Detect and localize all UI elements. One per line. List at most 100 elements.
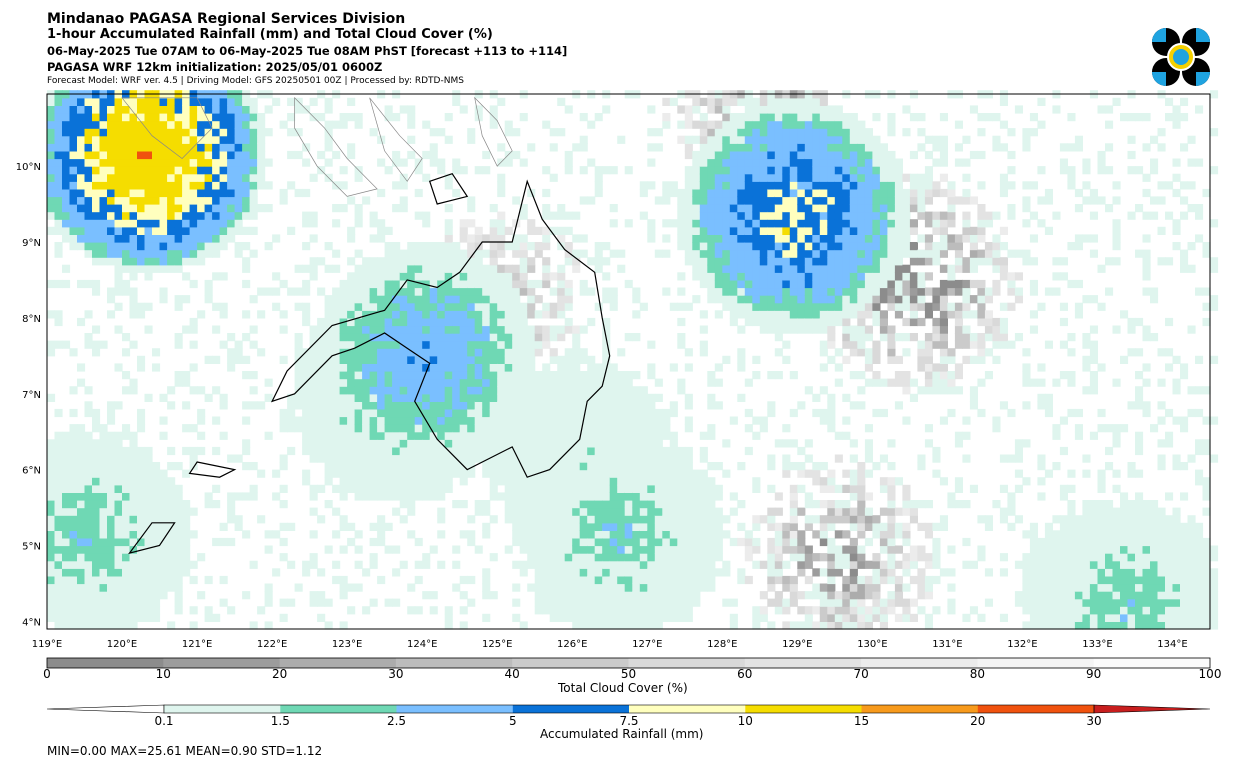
grid-cell: [302, 401, 311, 410]
grid-cell: [77, 135, 86, 144]
grid-cell: [219, 522, 228, 531]
grid-cell: [827, 606, 836, 615]
grid-cell: [354, 446, 363, 456]
grid-cell: [632, 477, 641, 486]
grid-cell: [69, 431, 78, 440]
grid-cell: [864, 150, 873, 160]
grid-cell: [384, 439, 393, 448]
grid-cell: [114, 143, 123, 152]
grid-cell: [257, 204, 266, 213]
grid-cell: [422, 272, 431, 281]
grid-cell: [857, 249, 866, 258]
grid-cell: [729, 492, 738, 501]
grid-cell: [482, 333, 491, 342]
grid-cell: [114, 621, 123, 630]
grid-cell: [422, 439, 431, 448]
grid-cell: [744, 166, 753, 175]
grid-cell: [287, 113, 296, 122]
grid-cell: [62, 279, 71, 289]
grid-cell: [617, 553, 626, 562]
grid-cell: [62, 158, 71, 167]
grid-cell: [752, 173, 761, 182]
grid-cell: [309, 492, 318, 501]
grid-cell: [557, 446, 566, 456]
grid-cell: [834, 279, 843, 289]
grid-cell: [189, 606, 198, 615]
grid-cell: [774, 333, 783, 342]
grid-cell: [219, 310, 228, 319]
grid-cell: [407, 363, 416, 372]
grid-cell: [722, 150, 731, 160]
grid-cell: [137, 302, 146, 311]
grid-cell: [77, 378, 86, 387]
grid-cell: [159, 143, 168, 152]
grid-cell: [384, 477, 393, 486]
grid-cell: [467, 340, 476, 349]
grid-cell: [174, 568, 183, 577]
grid-cell: [287, 97, 296, 106]
grid-cell: [437, 355, 446, 364]
grid-cell: [152, 105, 161, 114]
grid-cell: [452, 386, 461, 395]
grid-cell: [137, 530, 146, 539]
grid-cell: [782, 264, 791, 273]
grid-cell: [594, 507, 603, 516]
grid-cell: [647, 621, 656, 630]
grid-cell: [182, 158, 191, 167]
grid-cell: [917, 196, 926, 205]
grid-cell: [549, 469, 558, 478]
grid-cell: [324, 386, 333, 395]
grid-cell: [519, 378, 528, 387]
grid-cell: [534, 242, 543, 251]
grid-cell: [767, 257, 776, 266]
grid-cell: [159, 211, 168, 220]
grid-cell: [467, 257, 476, 266]
grid-cell: [707, 249, 716, 258]
grid-cell: [542, 386, 551, 395]
grid-cell: [872, 173, 881, 182]
grid-cell: [594, 560, 603, 569]
grid-cell: [152, 500, 161, 509]
grid-cell: [242, 446, 251, 456]
grid-cell: [129, 454, 138, 463]
grid-cell: [92, 135, 101, 144]
grid-cell: [219, 173, 228, 182]
grid-cell: [819, 219, 828, 228]
grid-cell: [474, 295, 483, 304]
grid-cell: [714, 234, 723, 243]
grid-cell: [819, 97, 828, 106]
grid-cell: [647, 583, 656, 592]
grid-cell: [812, 97, 821, 106]
grid-cell: [542, 492, 551, 501]
grid-cell: [182, 204, 191, 213]
grid-cell: [227, 97, 236, 106]
grid-cell: [99, 143, 108, 152]
grid-cell: [902, 234, 911, 243]
grid-cell: [422, 462, 431, 471]
grid-cell: [639, 477, 648, 486]
grid-cell: [857, 401, 866, 410]
grid-cell: [474, 264, 483, 273]
grid-cell: [564, 545, 573, 554]
grid-cell: [752, 560, 761, 569]
grid-cell: [542, 279, 551, 289]
grid-cell: [789, 408, 798, 418]
grid-cell: [69, 507, 78, 516]
grid-cell: [579, 196, 588, 205]
grid-cell: [369, 378, 378, 387]
grid-cell: [234, 181, 243, 190]
grid-cell: [729, 196, 738, 205]
grid-cell: [399, 401, 408, 410]
grid-cell: [632, 333, 641, 342]
grid-cell: [819, 279, 828, 289]
grid-cell: [69, 537, 78, 547]
grid-cell: [827, 408, 836, 418]
grid-cell: [902, 264, 911, 273]
grid-cell: [279, 325, 288, 334]
grid-cell: [602, 446, 611, 456]
grid-cell: [804, 196, 813, 205]
grid-cell: [197, 226, 206, 235]
grid-cell: [819, 257, 828, 266]
grid-cell: [69, 522, 78, 531]
grid-cell: [909, 598, 918, 607]
